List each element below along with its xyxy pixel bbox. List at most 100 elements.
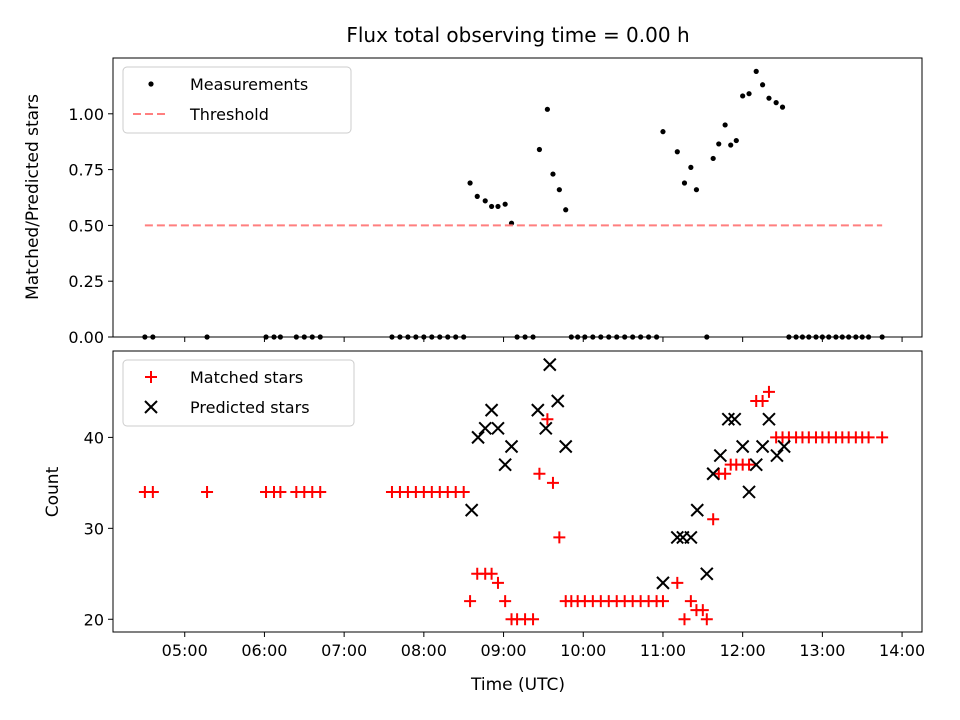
predicted-stars-point	[777, 439, 791, 454]
predicted-stars-point	[770, 448, 784, 463]
matched-stars-point	[671, 576, 684, 589]
measurement-point	[317, 334, 323, 340]
x-tick-label: 13:00	[799, 641, 845, 660]
measurement-point	[865, 334, 872, 340]
measurement-point	[819, 334, 825, 340]
measurement-point	[606, 334, 612, 340]
measurement-point	[397, 334, 403, 340]
measurement-point	[753, 68, 759, 74]
y-tick-label: 40	[84, 428, 104, 447]
measurement-point	[786, 334, 792, 340]
legend-label: Predicted stars	[190, 398, 310, 417]
series-measurements	[142, 68, 885, 340]
measurement-point	[590, 334, 596, 340]
predicted-stars-point	[684, 530, 698, 545]
matched-stars-point	[656, 595, 669, 608]
x-tick-label: 12:00	[720, 641, 766, 660]
legend-label: Threshold	[189, 105, 269, 124]
plot-frame	[112, 350, 923, 633]
y-tick-label: 0.00	[68, 328, 104, 347]
measurement-point	[638, 334, 644, 340]
measurement-point	[405, 334, 411, 340]
predicted-stars-point	[749, 457, 763, 472]
predicted-stars-point	[706, 467, 720, 481]
measurement-point	[582, 334, 588, 340]
measurement-point	[575, 334, 581, 340]
matched-stars-point	[527, 613, 540, 626]
matched-stars-point	[314, 485, 327, 498]
matched-stars-point	[719, 467, 732, 480]
matched-stars-point	[146, 485, 159, 498]
y-tick-label: 1.00	[68, 105, 104, 124]
matched-stars-point	[274, 485, 287, 498]
y-tick-label: 0.75	[68, 161, 104, 180]
matched-stars-point	[541, 413, 554, 426]
measurement-point	[413, 334, 419, 340]
matched-stars-point	[707, 513, 720, 526]
measurement-point	[614, 334, 620, 340]
x-tick-label: 06:00	[241, 641, 287, 660]
measurement-point	[779, 104, 786, 110]
matched-stars-point	[756, 395, 769, 408]
measurement-point	[879, 334, 885, 340]
matched-stars-point	[743, 458, 756, 471]
matched-stars-point	[862, 431, 875, 444]
predicted-stars-point	[713, 448, 728, 463]
y-tick-label: 0.50	[68, 216, 104, 235]
predicted-stars-point	[735, 439, 750, 454]
predicted-stars-point	[690, 503, 704, 517]
legend-matched-key	[145, 371, 157, 383]
legend-box	[122, 66, 352, 134]
measurement-point	[733, 137, 739, 144]
predicted-stars-point	[484, 403, 499, 417]
measurement-point	[556, 187, 562, 193]
series-predicted-stars	[464, 357, 791, 590]
measurement-point	[799, 334, 806, 340]
matched-stars-point	[491, 576, 504, 589]
measurement-point	[437, 334, 443, 340]
measurement-point	[150, 334, 156, 340]
measurement-point	[806, 334, 812, 340]
matched-stars-point	[876, 431, 889, 444]
measurement-point	[530, 334, 536, 340]
measurement-point	[728, 142, 734, 148]
matched-stars-point	[546, 476, 559, 489]
predicted-stars-point	[742, 485, 756, 499]
measurement-point	[853, 334, 859, 340]
predicted-stars-point	[551, 394, 565, 408]
predicted-stars-point	[700, 567, 714, 581]
legend-measurement-key	[148, 81, 154, 87]
predicted-stars-point	[464, 503, 479, 517]
predicted-stars-point	[491, 421, 505, 436]
measurement-point	[653, 334, 660, 340]
measurement-point	[309, 334, 315, 340]
measurement-point	[550, 171, 556, 177]
measurement-point	[660, 129, 666, 135]
matched-stars-point	[762, 385, 775, 398]
measurement-point	[630, 334, 636, 340]
measurement-point	[522, 334, 528, 340]
measurement-point	[833, 334, 839, 340]
measurement-point	[839, 334, 845, 340]
matched-stars-point	[457, 485, 470, 498]
x-tick-label: 09:00	[480, 641, 526, 660]
measurement-point	[710, 155, 716, 162]
legend-label: Matched stars	[190, 368, 303, 387]
x-tick-label: 14:00	[879, 641, 925, 660]
bottom-plot: 05:00 06:00 07:00 08:00 09:00 10:00 11:00 12:00…	[43, 350, 925, 660]
predicted-stars-point	[721, 412, 736, 426]
measurement-point	[277, 334, 283, 340]
measurement-point	[759, 82, 766, 88]
measurement-point	[544, 106, 550, 112]
measurement-point	[271, 334, 277, 340]
measurement-point	[773, 100, 779, 106]
measurement-point	[813, 334, 819, 340]
matched-stars-point	[464, 595, 477, 608]
measurement-point	[598, 334, 604, 340]
predicted-stars-point	[539, 421, 553, 436]
series-matched-stars	[138, 385, 889, 626]
y-tick-label: 20	[84, 610, 104, 629]
measurement-point	[722, 122, 728, 128]
y-axis-label: Count	[43, 466, 63, 517]
